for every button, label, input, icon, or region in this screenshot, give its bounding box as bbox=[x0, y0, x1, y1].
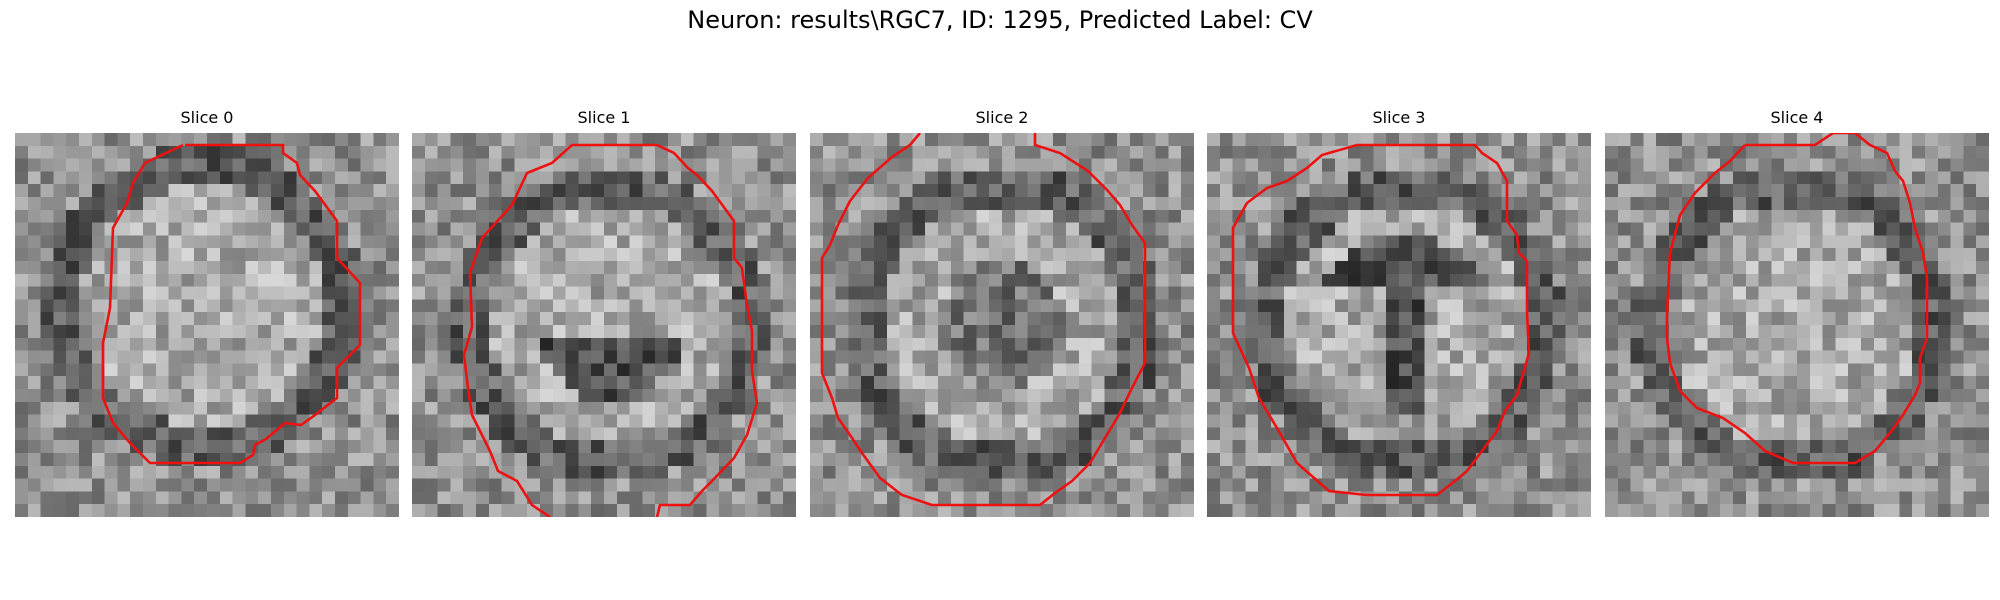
contour-line-2 bbox=[820, 133, 1147, 507]
segmentation-contour-4 bbox=[1665, 133, 1929, 465]
contour-line-1 bbox=[462, 143, 759, 517]
slice-image-1 bbox=[412, 133, 796, 517]
figure-title: Neuron: results\RGC7, ID: 1295, Predicte… bbox=[687, 6, 1313, 34]
microscopy-slice-2 bbox=[810, 133, 1194, 517]
segmentation-contour-2 bbox=[820, 133, 1147, 507]
segmentation-contour-3 bbox=[1231, 143, 1531, 497]
slice-title-4: Slice 4 bbox=[1770, 108, 1824, 127]
segmentation-contour-0 bbox=[101, 143, 362, 465]
slice-title-3: Slice 3 bbox=[1372, 108, 1426, 127]
contour-line-4 bbox=[1665, 133, 1929, 465]
slice-image-4 bbox=[1605, 133, 1989, 517]
contour-line-3 bbox=[1231, 143, 1531, 497]
slice-image-3 bbox=[1207, 133, 1591, 517]
slice-title-0: Slice 0 bbox=[180, 108, 234, 127]
slice-image-0 bbox=[15, 133, 399, 517]
microscopy-slice-1 bbox=[412, 133, 796, 517]
contour-line-0 bbox=[101, 143, 362, 465]
slice-title-1: Slice 1 bbox=[577, 108, 631, 127]
microscopy-slice-4 bbox=[1605, 133, 1989, 517]
slice-title-2: Slice 2 bbox=[975, 108, 1029, 127]
segmentation-contour-1 bbox=[462, 143, 759, 517]
slice-image-2 bbox=[810, 133, 1194, 517]
microscopy-slice-0 bbox=[15, 133, 399, 517]
